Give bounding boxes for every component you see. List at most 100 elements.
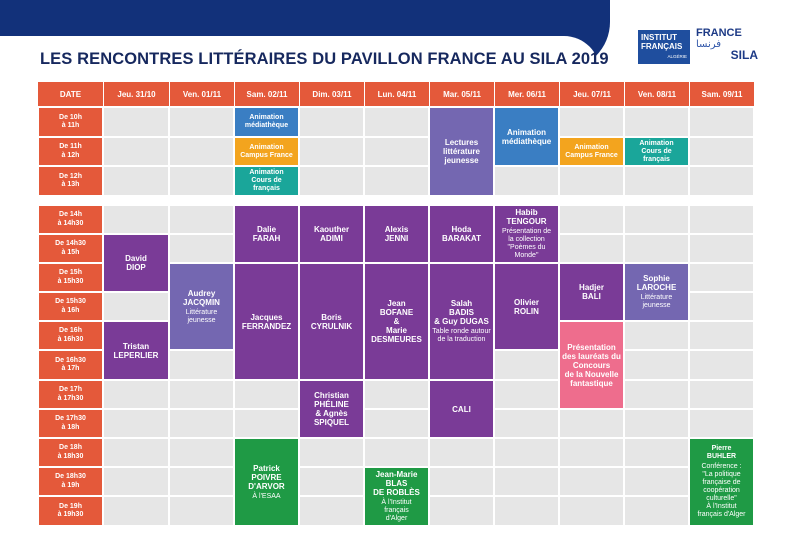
time-slot: De 14h à 14h30 — [38, 205, 103, 234]
event-sam-poivre[interactable]: Patrick POIVRE D'ARVOR À l'ESAA — [234, 438, 299, 526]
time-slot-label: De 10h à 11h — [59, 113, 82, 130]
event-sam-farah[interactable]: Dalie FARAH — [234, 205, 299, 263]
morning-grid-cell — [689, 137, 754, 166]
afternoon-grid-cell — [559, 496, 624, 526]
day-header-label: Ven. 08/11 — [637, 89, 677, 99]
event-mar-badis[interactable]: Salah BADIS & Guy DUGAS Table ronde autou… — [429, 263, 494, 380]
event-lun-jenni[interactable]: Alexis JENNI — [364, 205, 429, 263]
event-lun-blas[interactable]: Jean-Marie BLAS DE ROBLÈS À l'Institut fr… — [364, 467, 429, 526]
event-title: Jacques FERRANDEZ — [241, 312, 292, 331]
afternoon-grid-cell — [624, 350, 689, 380]
afternoon-grid-cell — [429, 438, 494, 467]
event-title: Kaouther ADIMI — [313, 225, 350, 243]
event-sam-anim-cours[interactable]: Animation Cours de français — [234, 166, 299, 196]
afternoon-grid-cell — [624, 438, 689, 467]
morning-grid-cell — [364, 166, 429, 196]
day-header: Lun. 04/11 — [364, 82, 429, 106]
day-header-label: Sam. 02/11 — [246, 89, 288, 99]
institut-francais-logo: INSTITUT FRANÇAIS ALGÉRIE — [638, 30, 690, 64]
afternoon-grid-cell — [429, 467, 494, 496]
event-title: Salah BADIS & Guy DUGAS — [434, 299, 489, 326]
afternoon-grid-cell — [169, 380, 234, 409]
event-mer-tengour[interactable]: Habib TENGOUR Présentation de la collecti… — [494, 205, 559, 263]
day-header: Ven. 01/11 — [169, 82, 234, 106]
event-lun-bofane[interactable]: Jean BOFANE & Marie DESMEURES — [364, 263, 429, 380]
event-mar-lectures[interactable]: Lectures littérature jeunesse — [429, 107, 494, 196]
event-ven-laroche[interactable]: Sophie LAROCHE Littérature jeunesse — [624, 263, 689, 321]
event-ven-anim-cours[interactable]: Animation Cours de français — [624, 137, 689, 166]
event-sam-ferrandez[interactable]: Jacques FERRANDEZ — [234, 263, 299, 380]
event-subtitle: Littérature jeunesse — [640, 294, 673, 309]
afternoon-grid-cell — [624, 234, 689, 263]
afternoon-grid-cell — [103, 380, 169, 409]
morning-grid-cell — [689, 166, 754, 196]
time-slot: De 15h à 15h30 — [38, 263, 103, 292]
event-mer-anim-mediatheque[interactable]: Animation médiathèque — [494, 107, 559, 166]
event-title: Animation Cours de français — [639, 139, 674, 163]
event-subtitle: À l'Institut français d'Alger — [381, 499, 412, 522]
afternoon-grid-cell — [364, 409, 429, 438]
event-dim-pheline[interactable]: Christian PHÉLINE & Agnès SPIQUEL — [299, 380, 364, 438]
event-sam-anim-campus[interactable]: Animation Campus France — [234, 137, 299, 166]
afternoon-grid-cell — [494, 467, 559, 496]
morning-grid-cell — [299, 137, 364, 166]
event-jeu-leperlier[interactable]: Tristan LEPERLIER — [103, 321, 169, 380]
time-slot-label: De 14h à 14h30 — [57, 211, 84, 227]
event-title: Lectures littérature jeunesse — [443, 138, 480, 165]
event-ven-jacquin[interactable]: Audrey JACQMIN Littérature jeunesse — [169, 263, 234, 350]
afternoon-grid-cell — [494, 438, 559, 467]
day-header-label: Lun. 04/11 — [377, 89, 417, 99]
morning-grid-cell — [169, 107, 234, 137]
morning-grid-cell — [624, 107, 689, 137]
time-slot-label: De 17h30 à 18h — [55, 415, 86, 431]
event-sam-anim-mediatheque[interactable]: Animation médiathèque — [234, 107, 299, 137]
morning-grid-cell — [103, 107, 169, 137]
time-slot: De 16h30 à 17h — [38, 350, 103, 380]
institut-francais-logo-text: INSTITUT FRANÇAIS — [641, 33, 683, 51]
event-title: Christian PHÉLINE & Agnès SPIQUEL — [313, 391, 350, 427]
time-slot: De 12h à 13h — [38, 166, 103, 196]
day-header-label: Jeu. 07/11 — [573, 89, 611, 99]
institut-francais-logo-sub: ALGÉRIE — [667, 54, 687, 59]
time-slot-label: De 15h30 à 16h — [55, 298, 86, 314]
event-title: David DIOP — [125, 254, 147, 272]
time-slot: De 15h30 à 16h — [38, 292, 103, 321]
afternoon-grid-cell — [689, 380, 754, 409]
day-header: Mar. 05/11 — [429, 82, 494, 106]
time-slot: De 14h30 à 15h — [38, 234, 103, 263]
afternoon-grid-cell — [689, 263, 754, 292]
time-slot-label: De 11h à 12h — [59, 143, 82, 159]
afternoon-grid-cell — [103, 496, 169, 526]
event-mar-cali[interactable]: CALI — [429, 380, 494, 438]
event-sam09-buhler[interactable]: Pierre BUHLER Conférence : "La politique … — [689, 438, 754, 526]
page-title: LES RENCONTRES LITTÉRAIRES DU PAVILLON F… — [40, 50, 609, 68]
afternoon-grid-cell — [169, 409, 234, 438]
day-header-label: Ven. 01/11 — [182, 89, 222, 99]
morning-grid-cell — [559, 166, 624, 196]
event-dim-cyrulnik[interactable]: Boris CYRULNIK — [299, 263, 364, 380]
time-slot-label: De 14h30 à 15h — [55, 240, 86, 256]
morning-grid-cell — [494, 166, 559, 196]
time-slot: De 16h à 16h30 — [38, 321, 103, 350]
day-header: Jeu. 07/11 — [559, 82, 624, 106]
event-dim-adimi[interactable]: Kaouther ADIMI — [299, 205, 364, 263]
afternoon-grid-cell — [559, 234, 624, 263]
day-header: Jeu. 31/10 — [103, 82, 169, 106]
event-title: Animation Campus France — [565, 143, 618, 159]
afternoon-grid-cell — [494, 380, 559, 409]
afternoon-grid-cell — [169, 205, 234, 234]
afternoon-grid-cell — [234, 380, 299, 409]
morning-grid-cell — [299, 107, 364, 137]
event-jeu-anim-campus[interactable]: Animation Campus France — [559, 137, 624, 166]
event-jeu-lauréats[interactable]: Présentation des lauréats du Concours de… — [559, 321, 624, 409]
afternoon-grid-cell — [299, 467, 364, 496]
event-jeu-bali[interactable]: Hadjer BALI — [559, 263, 624, 321]
morning-grid-cell — [169, 137, 234, 166]
event-title: Alexis JENNI — [384, 225, 409, 243]
day-header-label: Mar. 05/11 — [443, 89, 481, 99]
date-header: DATE — [38, 82, 103, 106]
event-mer-rolin[interactable]: Olivier ROLIN — [494, 263, 559, 350]
event-title: Animation Campus France — [240, 143, 293, 159]
event-mar-barakat[interactable]: Hoda BARAKAT — [429, 205, 494, 263]
event-jeu-diop[interactable]: David DIOP — [103, 234, 169, 292]
